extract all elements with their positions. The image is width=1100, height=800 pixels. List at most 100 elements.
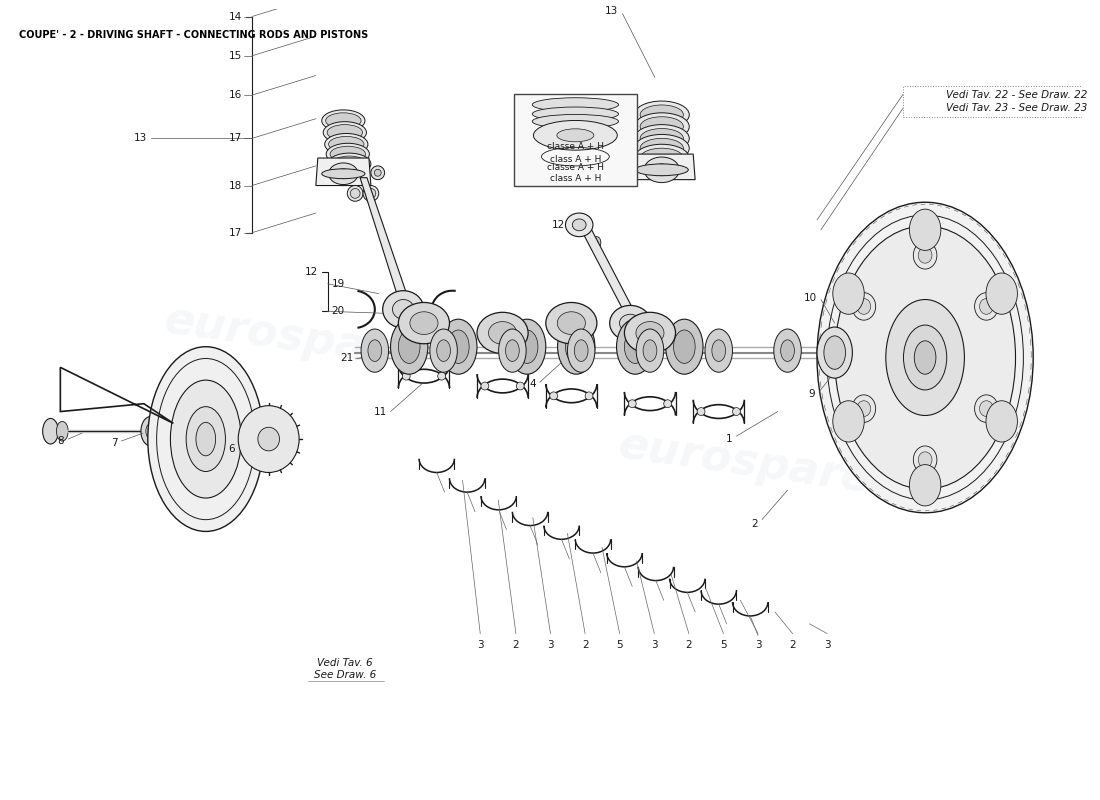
Ellipse shape — [557, 129, 594, 142]
Ellipse shape — [852, 293, 876, 320]
Text: 2: 2 — [751, 518, 758, 529]
FancyBboxPatch shape — [514, 94, 637, 186]
Ellipse shape — [438, 372, 446, 380]
Text: 2: 2 — [790, 641, 796, 650]
Ellipse shape — [640, 117, 683, 137]
Ellipse shape — [363, 186, 378, 202]
Ellipse shape — [857, 401, 871, 417]
Ellipse shape — [330, 146, 365, 162]
Text: 14: 14 — [229, 11, 242, 22]
Ellipse shape — [516, 330, 538, 363]
Text: 3: 3 — [547, 641, 553, 650]
Text: 1: 1 — [726, 434, 733, 444]
Ellipse shape — [913, 446, 937, 474]
Text: See Draw. 6: See Draw. 6 — [314, 670, 376, 680]
Ellipse shape — [546, 302, 597, 344]
Ellipse shape — [403, 372, 410, 380]
Ellipse shape — [824, 336, 846, 370]
Ellipse shape — [986, 273, 1018, 314]
Ellipse shape — [975, 395, 998, 422]
Ellipse shape — [979, 401, 993, 417]
Ellipse shape — [430, 329, 458, 372]
Ellipse shape — [572, 219, 586, 230]
Text: 3: 3 — [651, 641, 658, 650]
Text: 11: 11 — [373, 406, 386, 417]
Ellipse shape — [568, 329, 595, 372]
Ellipse shape — [640, 129, 683, 148]
Ellipse shape — [146, 423, 156, 439]
Ellipse shape — [481, 382, 488, 390]
Text: 18: 18 — [229, 181, 242, 190]
Ellipse shape — [636, 322, 664, 344]
Ellipse shape — [534, 121, 617, 150]
Ellipse shape — [371, 166, 385, 180]
Text: 5: 5 — [616, 641, 623, 650]
Ellipse shape — [979, 298, 993, 314]
Ellipse shape — [398, 302, 450, 344]
Ellipse shape — [635, 125, 690, 152]
Ellipse shape — [625, 312, 675, 354]
Ellipse shape — [918, 452, 932, 467]
Ellipse shape — [585, 392, 593, 400]
Ellipse shape — [532, 114, 618, 128]
Polygon shape — [360, 178, 408, 298]
Ellipse shape — [635, 101, 690, 129]
Ellipse shape — [640, 148, 683, 168]
Ellipse shape — [653, 164, 671, 176]
Ellipse shape — [321, 110, 365, 131]
Text: 10: 10 — [804, 293, 817, 302]
Ellipse shape — [975, 293, 998, 320]
Ellipse shape — [773, 329, 801, 372]
Text: 13: 13 — [133, 134, 146, 143]
Ellipse shape — [635, 134, 690, 162]
Ellipse shape — [350, 189, 360, 198]
Ellipse shape — [440, 319, 477, 374]
Text: 13: 13 — [605, 6, 618, 16]
Polygon shape — [581, 225, 635, 316]
Ellipse shape — [817, 202, 1033, 513]
Polygon shape — [628, 154, 695, 180]
Ellipse shape — [383, 290, 424, 328]
Text: eurospares: eurospares — [616, 424, 901, 506]
Ellipse shape — [817, 327, 852, 378]
Ellipse shape — [635, 113, 690, 140]
Ellipse shape — [186, 406, 225, 471]
Ellipse shape — [910, 465, 940, 506]
Ellipse shape — [565, 213, 593, 237]
Ellipse shape — [910, 209, 940, 250]
Ellipse shape — [239, 406, 299, 473]
Ellipse shape — [374, 170, 382, 176]
Ellipse shape — [635, 144, 690, 172]
Text: COUPE' - 2 - DRIVING SHAFT - CONNECTING RODS AND PISTONS: COUPE' - 2 - DRIVING SHAFT - CONNECTING … — [19, 30, 368, 40]
Ellipse shape — [532, 107, 618, 121]
Ellipse shape — [697, 408, 705, 415]
Text: classe A + H: classe A + H — [547, 163, 604, 172]
Ellipse shape — [565, 330, 587, 363]
Ellipse shape — [366, 189, 376, 198]
Ellipse shape — [712, 340, 726, 362]
Ellipse shape — [498, 329, 526, 372]
Text: 7: 7 — [111, 438, 118, 448]
Ellipse shape — [326, 113, 361, 129]
Text: 2: 2 — [513, 641, 519, 650]
Ellipse shape — [43, 418, 58, 444]
Ellipse shape — [628, 400, 636, 408]
Ellipse shape — [361, 329, 388, 372]
Text: Vedi Tav. 6: Vedi Tav. 6 — [317, 658, 373, 668]
Ellipse shape — [616, 319, 653, 374]
Ellipse shape — [321, 169, 365, 178]
Text: eurospares: eurospares — [162, 298, 447, 380]
Ellipse shape — [393, 299, 414, 319]
Text: 20: 20 — [331, 306, 344, 316]
Text: 17: 17 — [229, 134, 242, 143]
Ellipse shape — [56, 422, 68, 441]
Ellipse shape — [619, 314, 641, 332]
Ellipse shape — [532, 98, 618, 112]
Ellipse shape — [913, 242, 937, 269]
Ellipse shape — [331, 156, 367, 172]
Ellipse shape — [558, 312, 585, 334]
Ellipse shape — [348, 186, 363, 202]
Ellipse shape — [477, 312, 528, 354]
Ellipse shape — [257, 427, 279, 451]
Ellipse shape — [857, 298, 871, 314]
